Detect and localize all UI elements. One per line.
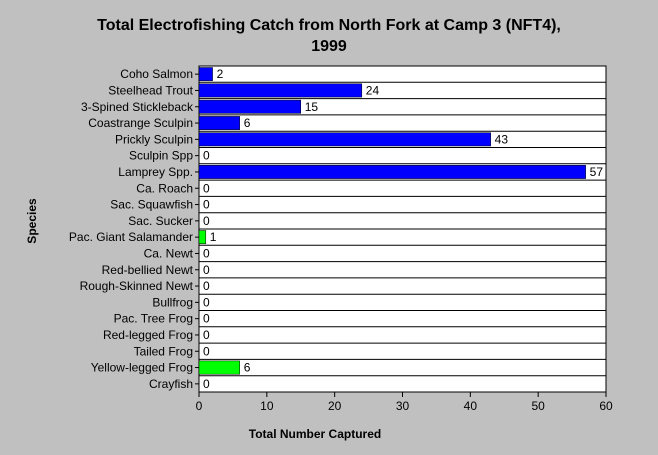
bar xyxy=(198,99,301,114)
category-label: Pac. Tree Frog xyxy=(114,312,193,326)
data-label: 43 xyxy=(495,132,509,146)
x-axis-title: Total Number Captured xyxy=(249,427,381,441)
category-label: Coastrange Sculpin xyxy=(88,116,193,130)
data-label: 6 xyxy=(244,361,251,375)
data-label: 0 xyxy=(203,246,210,260)
bar xyxy=(198,83,363,98)
x-tick-label: 50 xyxy=(531,399,545,413)
category-label: Yellow-legged Frog xyxy=(91,361,193,375)
chart-title: Total Electrofishing Catch from North Fo… xyxy=(97,17,561,34)
x-tick-label: 30 xyxy=(396,399,410,413)
category-label: Lamprey Spp. xyxy=(118,165,193,179)
category-label: Pac. Giant Salamander xyxy=(69,230,193,244)
bar xyxy=(198,230,207,245)
data-label: 1 xyxy=(210,230,217,244)
gridlines xyxy=(199,81,606,377)
chart-subtitle: 1999 xyxy=(311,38,347,55)
data-label: 0 xyxy=(203,214,210,228)
data-label: 0 xyxy=(203,344,210,358)
data-label: 2 xyxy=(217,67,224,81)
category-label: Red-legged Frog xyxy=(103,328,193,342)
category-label: Coho Salmon xyxy=(120,67,193,81)
category-label: 3-Spined Stickleback xyxy=(81,100,194,114)
x-tick-label: 40 xyxy=(464,399,478,413)
bar xyxy=(198,360,240,375)
data-label: 0 xyxy=(203,295,210,309)
x-ticks: 0 10 20 30 40 50 60 xyxy=(195,73,613,413)
category-labels: Coho Salmon Steelhead Trout 3-Spined Stick… xyxy=(69,67,194,391)
category-label: Red-bellied Newt xyxy=(102,263,194,277)
x-tick-label: 20 xyxy=(328,399,342,413)
data-label: 0 xyxy=(203,377,210,391)
category-label: Sac. Squawfish xyxy=(110,198,193,212)
bar xyxy=(198,116,240,130)
data-label: 0 xyxy=(203,279,210,293)
data-label: 6 xyxy=(244,116,251,130)
bars xyxy=(198,67,586,375)
data-label: 0 xyxy=(203,149,210,163)
bar xyxy=(198,165,586,179)
bar xyxy=(198,132,491,147)
data-label: 57 xyxy=(590,165,604,179)
category-label: Sac. Sucker xyxy=(128,214,193,228)
category-label: Sculpin Spp xyxy=(129,149,193,163)
y-axis-title: Species xyxy=(25,198,39,244)
category-label: Ca. Newt xyxy=(144,246,194,260)
x-tick-label: 10 xyxy=(260,399,274,413)
category-label: Rough-Skinned Newt xyxy=(80,279,194,293)
category-label: Prickly Sculpin xyxy=(115,132,193,146)
data-label: 0 xyxy=(203,181,210,195)
data-label: 0 xyxy=(203,198,210,212)
category-label: Crayfish xyxy=(149,377,193,391)
data-label: 24 xyxy=(366,83,380,97)
bar xyxy=(198,67,213,82)
category-label: Tailed Frog xyxy=(134,344,193,358)
x-tick-label: 0 xyxy=(196,399,203,413)
category-label: Ca. Roach xyxy=(136,181,193,195)
category-label: Bullfrog xyxy=(152,295,193,309)
category-label: Steelhead Trout xyxy=(108,83,193,97)
data-label: 15 xyxy=(305,100,319,114)
data-label: 0 xyxy=(203,328,210,342)
data-label: 0 xyxy=(203,263,210,277)
x-tick-label: 60 xyxy=(599,399,613,413)
data-label: 0 xyxy=(203,312,210,326)
